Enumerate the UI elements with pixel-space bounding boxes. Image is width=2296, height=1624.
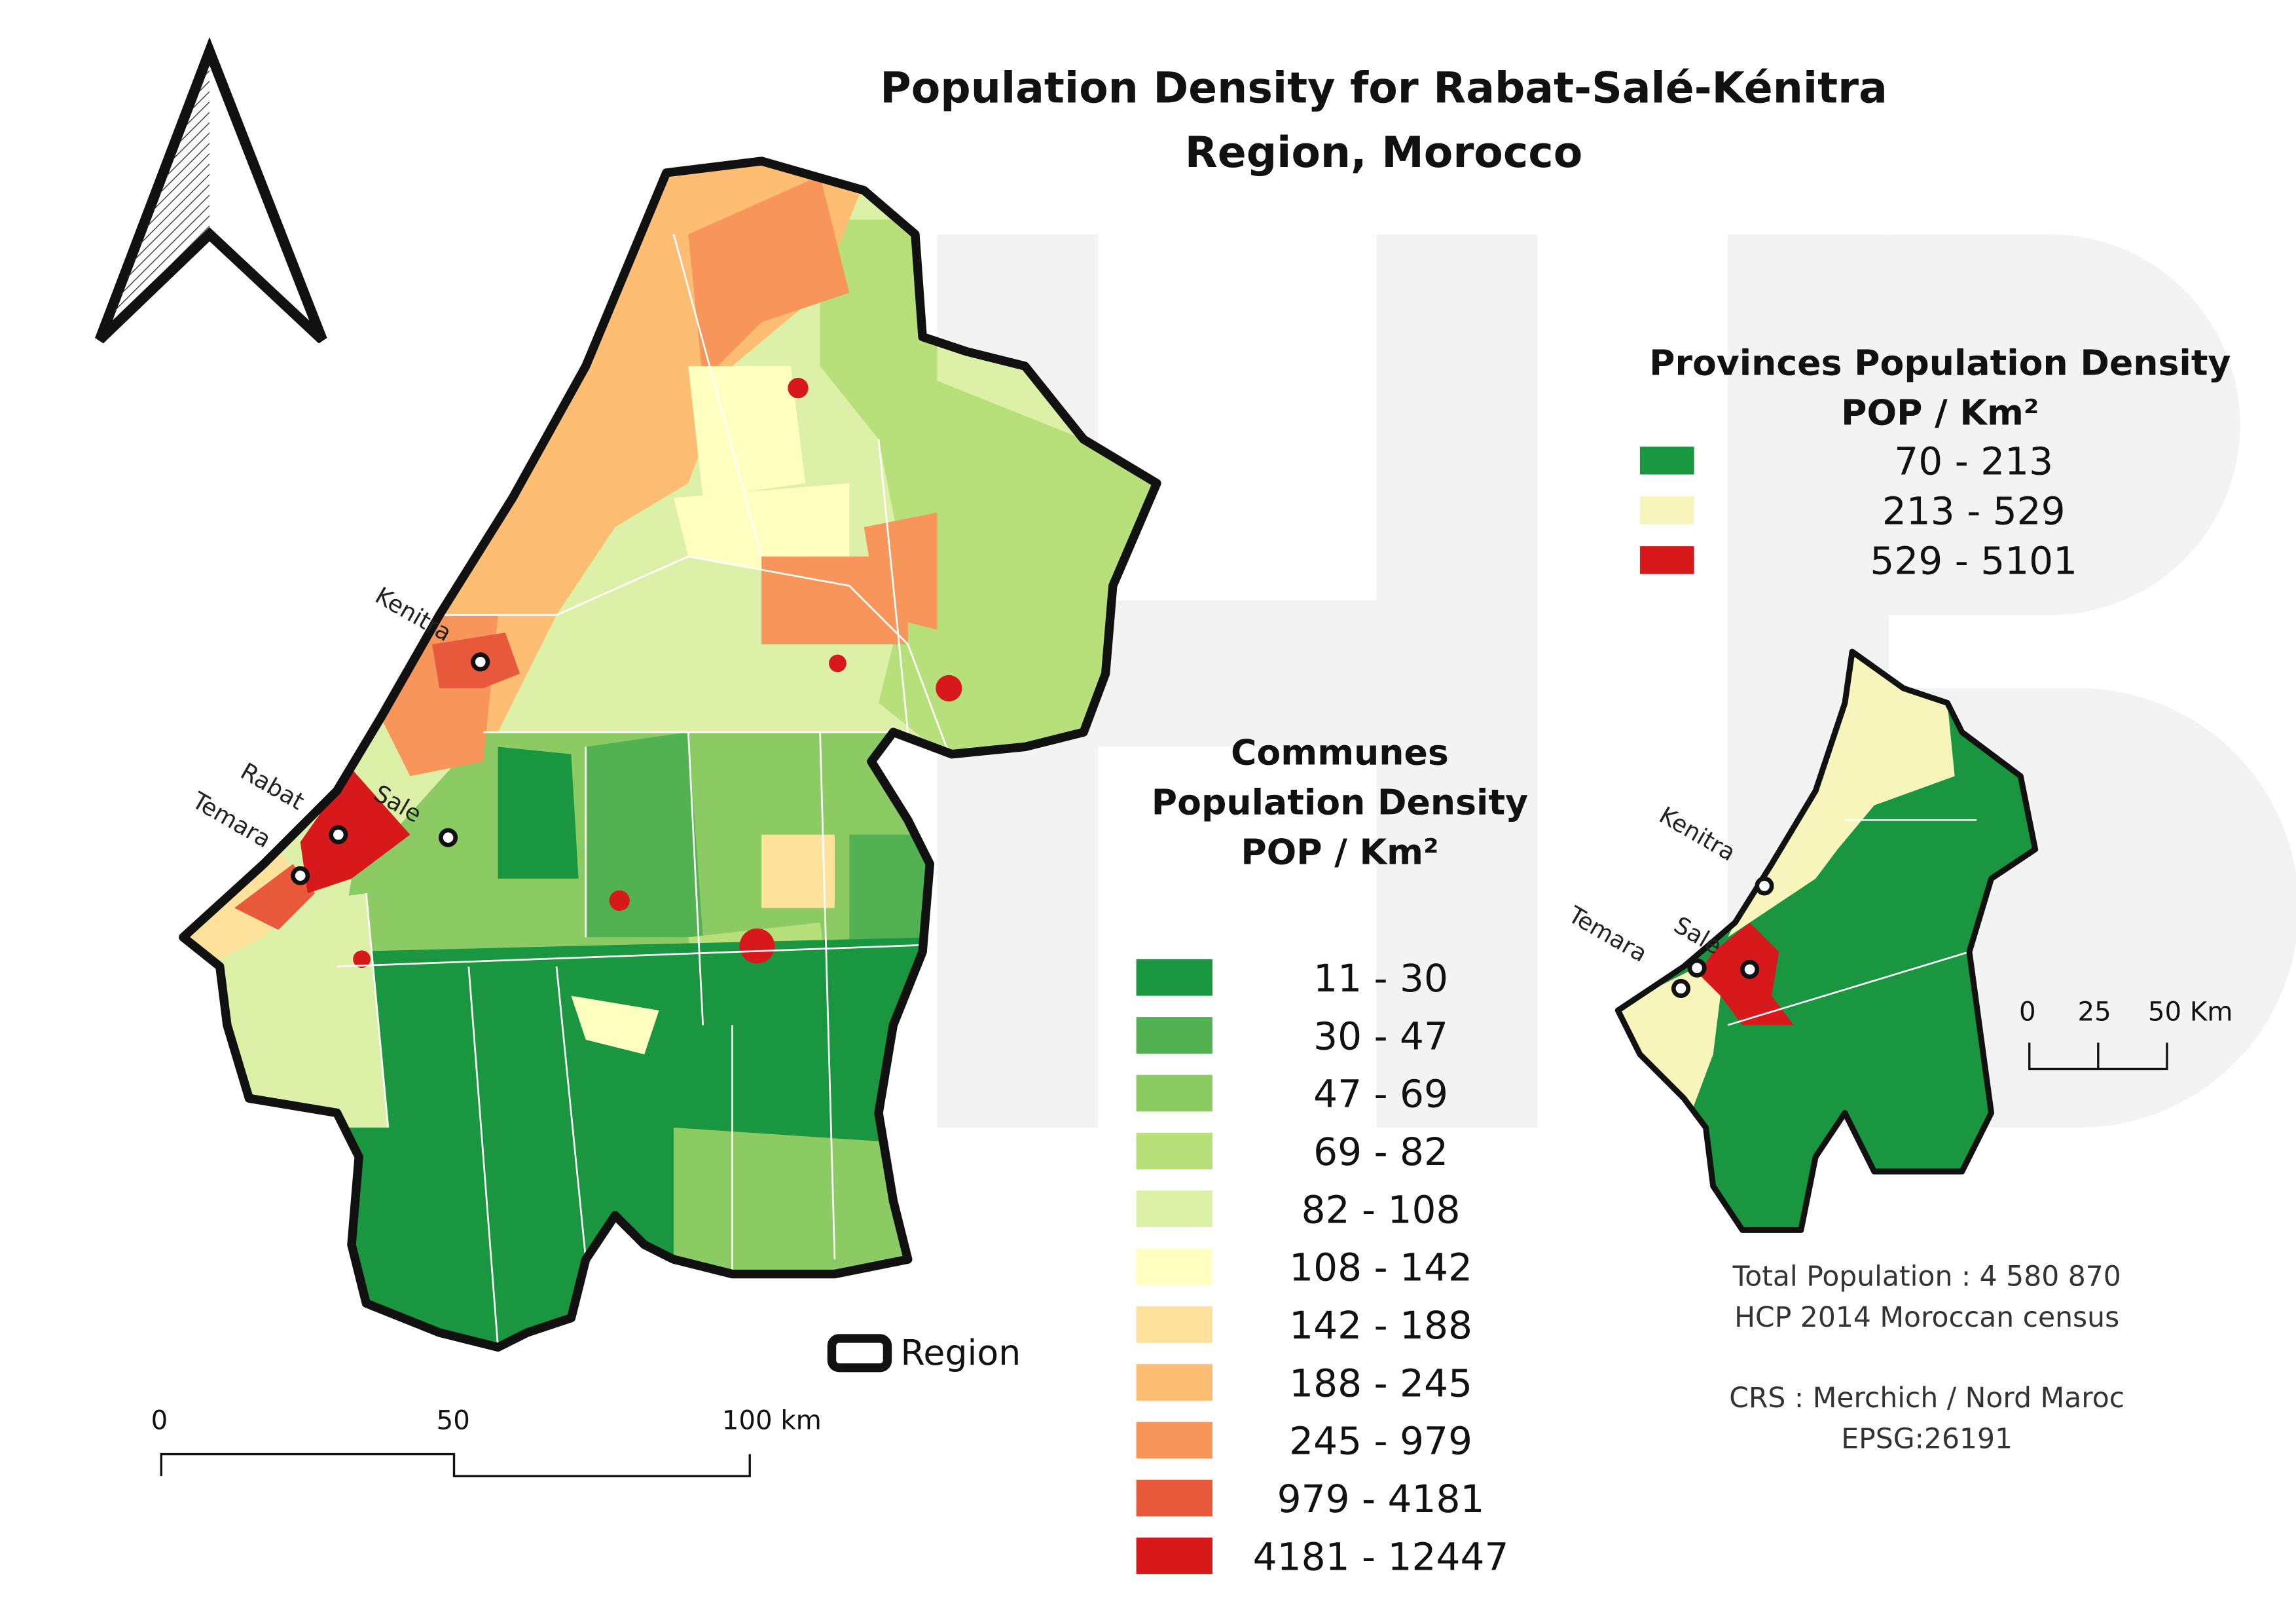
legend-label: 69 - 82 <box>1313 1130 1448 1174</box>
legend-title: Communes <box>1231 731 1449 773</box>
legend-swatch <box>1136 1190 1212 1227</box>
watermark <box>937 234 2296 1128</box>
legend-label: 70 - 213 <box>1894 439 2053 484</box>
city-label: Temara <box>187 787 276 854</box>
legend-label: 47 - 69 <box>1313 1072 1448 1116</box>
legend-swatch <box>1136 959 1212 996</box>
legend-swatch <box>1639 546 1694 574</box>
legend-title: POP / Km² <box>1841 392 2039 434</box>
inset-scale-bar <box>2028 1043 2168 1071</box>
city-label: Temara <box>1563 901 1652 968</box>
legend-label: 11 - 30 <box>1313 956 1448 1001</box>
inset-city-markers <box>1671 876 1774 999</box>
scale-label: 0 <box>2019 997 2036 1027</box>
note: EPSG:26191 <box>1841 1424 2013 1456</box>
note: CRS : Merchich / Nord Maroc <box>1729 1382 2124 1414</box>
legend-title: Population Density <box>1152 781 1528 822</box>
note: Total Population : 4 580 870 <box>1732 1261 2121 1293</box>
legend-label: 979 - 4181 <box>1277 1477 1485 1521</box>
region-swatch <box>827 1334 892 1373</box>
legend-swatch <box>1639 447 1694 475</box>
scale-label: 25 <box>2078 997 2111 1027</box>
legend-label: 30 - 47 <box>1313 1014 1448 1058</box>
legend-swatch <box>1136 1364 1212 1401</box>
note: HCP 2014 Moroccan census <box>1734 1302 2119 1334</box>
legend-swatch <box>1639 496 1694 525</box>
legend-label: 188 - 245 <box>1289 1361 1472 1405</box>
title: Population Density for Rabat-Salé-Kénitr… <box>880 64 1887 113</box>
north-arrow <box>95 37 327 344</box>
legend-swatch <box>1136 1422 1212 1459</box>
legend-label: 4181 - 12447 <box>1253 1534 1509 1579</box>
legend-title: POP / Km² <box>1241 831 1438 872</box>
legend-label: 529 - 5101 <box>1870 539 2077 583</box>
scale-label: 0 <box>151 1406 168 1436</box>
inset-outline <box>1614 648 2039 1233</box>
legend-label: 213 - 529 <box>1882 489 2066 534</box>
legend-swatch <box>1136 1248 1212 1285</box>
legend-label: 142 - 188 <box>1289 1303 1472 1348</box>
legend-swatch <box>1136 1306 1212 1343</box>
region-outline <box>179 157 1161 1352</box>
legend-swatch <box>1136 1538 1212 1574</box>
legend-swatch <box>1136 1132 1212 1170</box>
city-label: Rabat <box>236 758 308 815</box>
region-legend-label: Region <box>901 1332 1021 1373</box>
city-label: Kenitra <box>1654 802 1740 867</box>
legend-swatch <box>1136 1017 1212 1054</box>
legend-swatch <box>1136 1479 1212 1517</box>
scale-label: 50 Km <box>2148 997 2233 1027</box>
scale-bar <box>160 1452 751 1477</box>
legend-label: 245 - 979 <box>1289 1419 1472 1464</box>
city-markers <box>291 652 490 885</box>
title: Region, Morocco <box>1185 128 1582 177</box>
legend-title: Provinces Population Density <box>1649 342 2231 383</box>
legend-swatch <box>1136 1075 1212 1112</box>
scale-label: 50 <box>437 1406 470 1436</box>
scale-label: 100 km <box>722 1406 822 1436</box>
legend-label: 82 - 108 <box>1302 1187 1461 1232</box>
legend-label: 108 - 142 <box>1289 1246 1472 1290</box>
